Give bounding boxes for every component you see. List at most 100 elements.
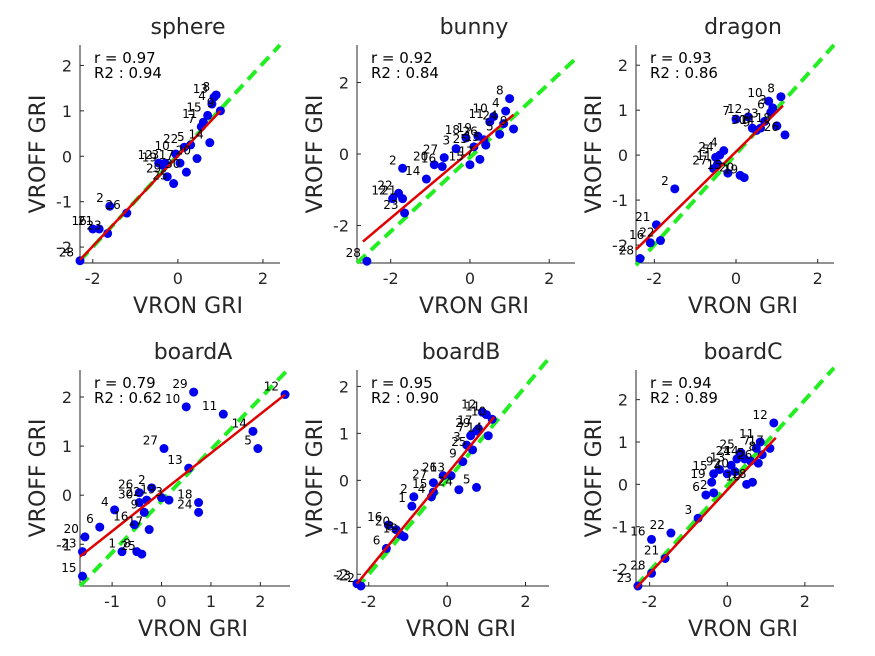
- point-label: 5: [463, 472, 471, 486]
- data-point: [489, 111, 499, 121]
- y-tick-label: -1: [56, 535, 72, 554]
- point-label: 9: [449, 447, 457, 461]
- y-axis-label: VROFF GRI: [26, 95, 51, 214]
- scatter-panel-dragon: -2 0 2-2-101228162221227511244152019712309…: [582, 15, 836, 319]
- data-point: [110, 505, 120, 515]
- point-label: 13: [430, 461, 445, 475]
- correlation-text: r = 0.92: [371, 49, 433, 67]
- data-point: [192, 154, 202, 164]
- point-label: 15: [61, 561, 76, 575]
- point-label: 3: [442, 134, 450, 148]
- y-tick-label: 2: [618, 56, 628, 75]
- point-label: 25: [720, 438, 735, 452]
- point-label: 3: [453, 430, 461, 444]
- point-label: 9: [131, 497, 139, 511]
- point-label: 28: [346, 246, 361, 260]
- data-point: [205, 138, 215, 148]
- point-label: 6: [757, 97, 765, 111]
- data-point: [666, 528, 676, 538]
- point-label: 27: [692, 154, 707, 168]
- point-label: 24: [698, 140, 713, 154]
- point-label: 7: [722, 104, 730, 118]
- r-squared-text: R2 : 0.84: [371, 64, 439, 82]
- data-point: [207, 99, 217, 109]
- point-label: 17: [159, 148, 174, 162]
- data-point: [400, 208, 410, 218]
- point-label: 27: [423, 143, 438, 157]
- data-point: [137, 549, 147, 559]
- x-tick-label: -2: [642, 592, 658, 611]
- data-point: [362, 256, 372, 266]
- data-point: [731, 114, 741, 124]
- point-label: 2: [700, 478, 708, 492]
- point-label: 26: [106, 198, 121, 212]
- y-tick-label: 2: [618, 391, 628, 410]
- data-point: [454, 485, 464, 495]
- x-tick-label: 2: [544, 269, 554, 288]
- r-squared-text: R2 : 0.62: [94, 389, 162, 407]
- data-point: [451, 144, 461, 154]
- x-tick-label: 2: [800, 592, 810, 611]
- point-label: 16: [367, 510, 382, 524]
- x-tick-label: 0: [442, 592, 452, 611]
- y-tick-label: 1: [618, 101, 628, 120]
- data-point: [483, 431, 493, 441]
- x-axis-label: VRON GRI: [419, 294, 529, 319]
- point-label: 15: [412, 477, 427, 491]
- data-point: [162, 172, 172, 182]
- point-label: 26: [764, 120, 779, 134]
- point-label: 13: [710, 450, 725, 464]
- point-label: 30: [731, 113, 746, 127]
- point-label: 2: [96, 191, 104, 205]
- point-label: 6: [692, 480, 700, 494]
- y-tick-label: -1: [333, 518, 349, 537]
- y-tick-label: 0: [339, 145, 349, 164]
- x-axis-label: VRON GRI: [133, 294, 243, 319]
- y-tick-label: 2: [339, 377, 349, 396]
- point-label: 2: [347, 571, 355, 585]
- point-label: 24: [177, 497, 192, 511]
- x-tick-label: -2: [646, 269, 662, 288]
- point-label: 5: [486, 119, 494, 133]
- data-point: [719, 146, 729, 156]
- data-point: [647, 534, 657, 544]
- data-point: [481, 140, 491, 150]
- point-label: 20: [64, 522, 79, 536]
- point-label: 11: [739, 427, 754, 441]
- point-label: 20: [176, 144, 191, 158]
- data-point: [211, 90, 221, 100]
- point-label: 9: [207, 96, 215, 110]
- y-tick-label: -2: [333, 216, 349, 235]
- point-label: 11: [696, 149, 711, 163]
- data-point: [407, 501, 417, 511]
- x-tick-label: 2: [258, 269, 268, 288]
- data-point: [501, 106, 511, 116]
- data-point: [473, 424, 483, 434]
- data-point: [181, 402, 191, 412]
- point-label: 16: [71, 214, 86, 228]
- y-tick-label: 2: [339, 74, 349, 93]
- point-label: 23: [383, 198, 398, 212]
- point-label: 14: [405, 164, 420, 178]
- point-label: 29: [455, 416, 470, 430]
- data-point: [769, 418, 779, 428]
- data-point: [709, 488, 719, 498]
- point-label: 2: [389, 153, 397, 167]
- correlation-text: r = 0.93: [650, 49, 712, 67]
- point-label: 17: [457, 414, 472, 428]
- x-tick-label: 0: [722, 592, 732, 611]
- point-label: 3: [684, 503, 692, 517]
- x-tick-label: 0: [156, 592, 166, 611]
- point-label: 17: [459, 144, 474, 158]
- data-point: [164, 495, 174, 505]
- data-point: [730, 467, 740, 477]
- data-point: [428, 478, 438, 488]
- data-point: [670, 184, 680, 194]
- point-label: 7: [188, 112, 196, 126]
- data-point: [461, 133, 471, 143]
- correlation-text: r = 0.95: [371, 374, 433, 392]
- data-point: [739, 173, 749, 183]
